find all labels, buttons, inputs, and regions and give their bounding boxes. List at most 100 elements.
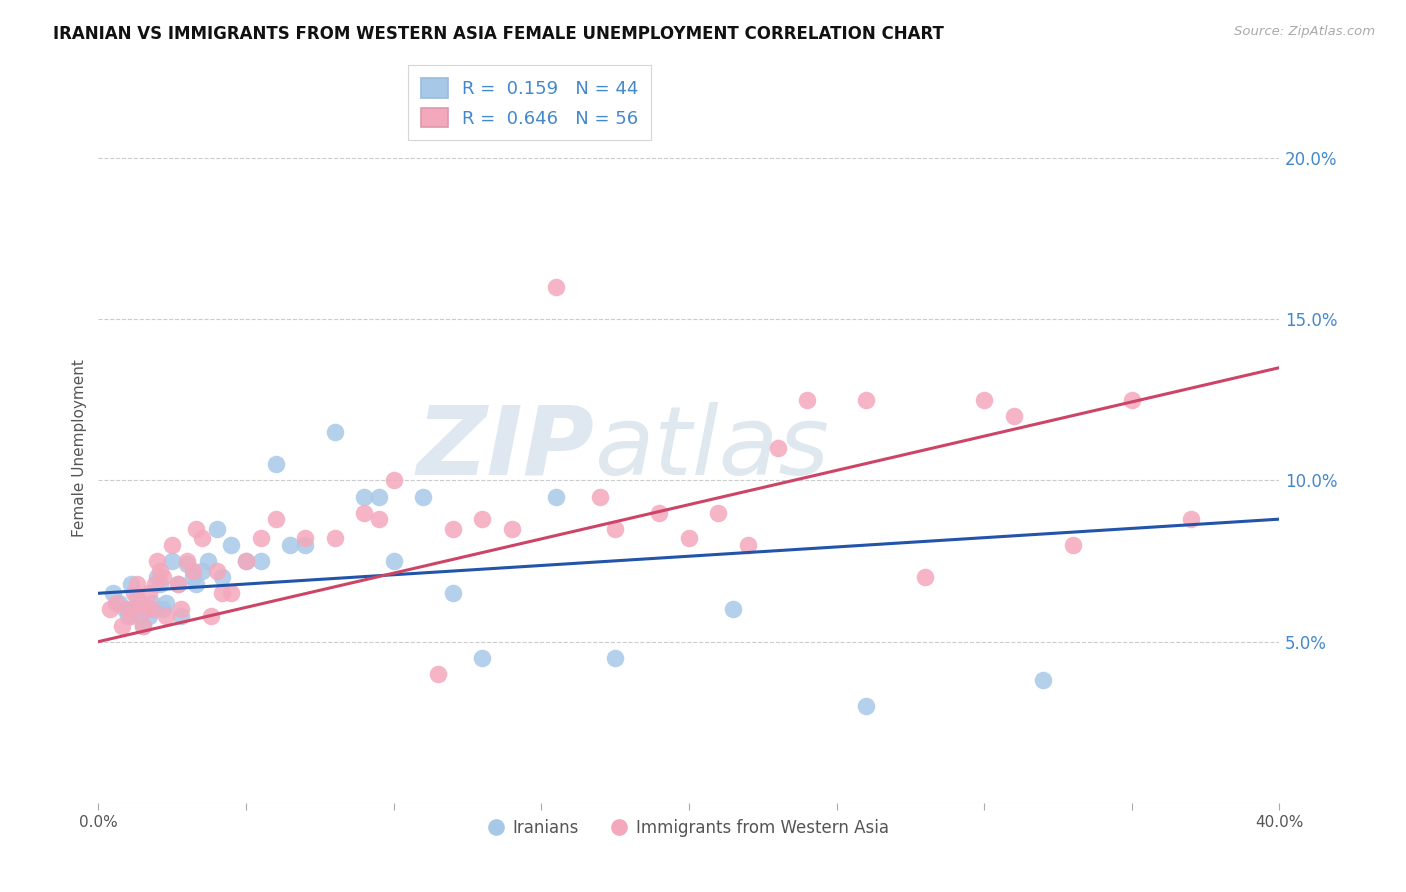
Point — [427, 666, 450, 681]
Point — [141, 602, 163, 616]
Point — [323, 425, 346, 439]
Point — [181, 564, 204, 578]
Point — [280, 538, 302, 552]
Point — [546, 490, 568, 504]
Point — [103, 586, 125, 600]
Point — [122, 586, 145, 600]
Point — [120, 608, 142, 623]
Point — [368, 490, 391, 504]
Point — [125, 590, 148, 604]
Point — [205, 522, 228, 536]
Point — [98, 602, 121, 616]
Point — [108, 596, 131, 610]
Point — [132, 618, 155, 632]
Legend: Iranians, Immigrants from Western Asia: Iranians, Immigrants from Western Asia — [482, 813, 896, 844]
Point — [382, 554, 405, 568]
Point — [146, 554, 169, 568]
Point — [138, 608, 160, 623]
Point — [368, 512, 391, 526]
Point — [117, 608, 139, 623]
Point — [167, 576, 190, 591]
Point — [197, 554, 219, 568]
Point — [605, 650, 627, 665]
Point — [170, 602, 193, 616]
Point — [707, 506, 730, 520]
Point — [1002, 409, 1025, 423]
Text: atlas: atlas — [595, 401, 830, 495]
Point — [128, 596, 150, 610]
Point — [143, 576, 166, 591]
Point — [120, 576, 142, 591]
Point — [382, 474, 405, 488]
Point — [138, 586, 160, 600]
Point — [1180, 512, 1202, 526]
Point — [678, 532, 700, 546]
Point — [122, 602, 145, 616]
Point — [914, 570, 936, 584]
Point — [143, 602, 166, 616]
Point — [128, 608, 150, 623]
Text: Source: ZipAtlas.com: Source: ZipAtlas.com — [1234, 25, 1375, 38]
Point — [191, 532, 214, 546]
Text: ZIP: ZIP — [416, 401, 595, 495]
Point — [766, 441, 789, 455]
Point — [176, 558, 198, 572]
Point — [546, 280, 568, 294]
Point — [1062, 538, 1084, 552]
Point — [501, 522, 523, 536]
Point — [205, 564, 228, 578]
Point — [471, 650, 494, 665]
Point — [1032, 673, 1054, 688]
Point — [114, 602, 136, 616]
Point — [737, 538, 759, 552]
Point — [235, 554, 257, 568]
Point — [200, 608, 222, 623]
Point — [264, 458, 287, 472]
Point — [221, 538, 243, 552]
Point — [155, 608, 177, 623]
Point — [294, 538, 316, 552]
Point — [162, 538, 183, 552]
Point — [146, 570, 169, 584]
Point — [105, 596, 128, 610]
Point — [162, 554, 183, 568]
Point — [250, 532, 273, 546]
Point — [211, 570, 233, 584]
Point — [152, 602, 174, 616]
Point — [132, 618, 155, 632]
Point — [184, 576, 207, 591]
Point — [323, 532, 346, 546]
Point — [141, 596, 163, 610]
Point — [176, 554, 198, 568]
Point — [250, 554, 273, 568]
Point — [181, 570, 204, 584]
Point — [191, 564, 214, 578]
Point — [135, 602, 157, 616]
Point — [353, 490, 375, 504]
Point — [149, 576, 172, 591]
Point — [211, 586, 233, 600]
Point — [973, 392, 995, 407]
Point — [471, 512, 494, 526]
Y-axis label: Female Unemployment: Female Unemployment — [72, 359, 87, 537]
Point — [235, 554, 257, 568]
Point — [152, 570, 174, 584]
Point — [294, 532, 316, 546]
Point — [412, 490, 434, 504]
Point — [184, 522, 207, 536]
Text: IRANIAN VS IMMIGRANTS FROM WESTERN ASIA FEMALE UNEMPLOYMENT CORRELATION CHART: IRANIAN VS IMMIGRANTS FROM WESTERN ASIA … — [53, 25, 945, 43]
Point — [170, 608, 193, 623]
Point — [648, 506, 671, 520]
Point — [264, 512, 287, 526]
Point — [1121, 392, 1143, 407]
Point — [221, 586, 243, 600]
Point — [855, 699, 877, 714]
Point — [441, 522, 464, 536]
Point — [855, 392, 877, 407]
Point — [125, 576, 148, 591]
Point — [723, 602, 745, 616]
Point — [167, 576, 190, 591]
Point — [117, 602, 139, 616]
Point — [111, 618, 134, 632]
Point — [353, 506, 375, 520]
